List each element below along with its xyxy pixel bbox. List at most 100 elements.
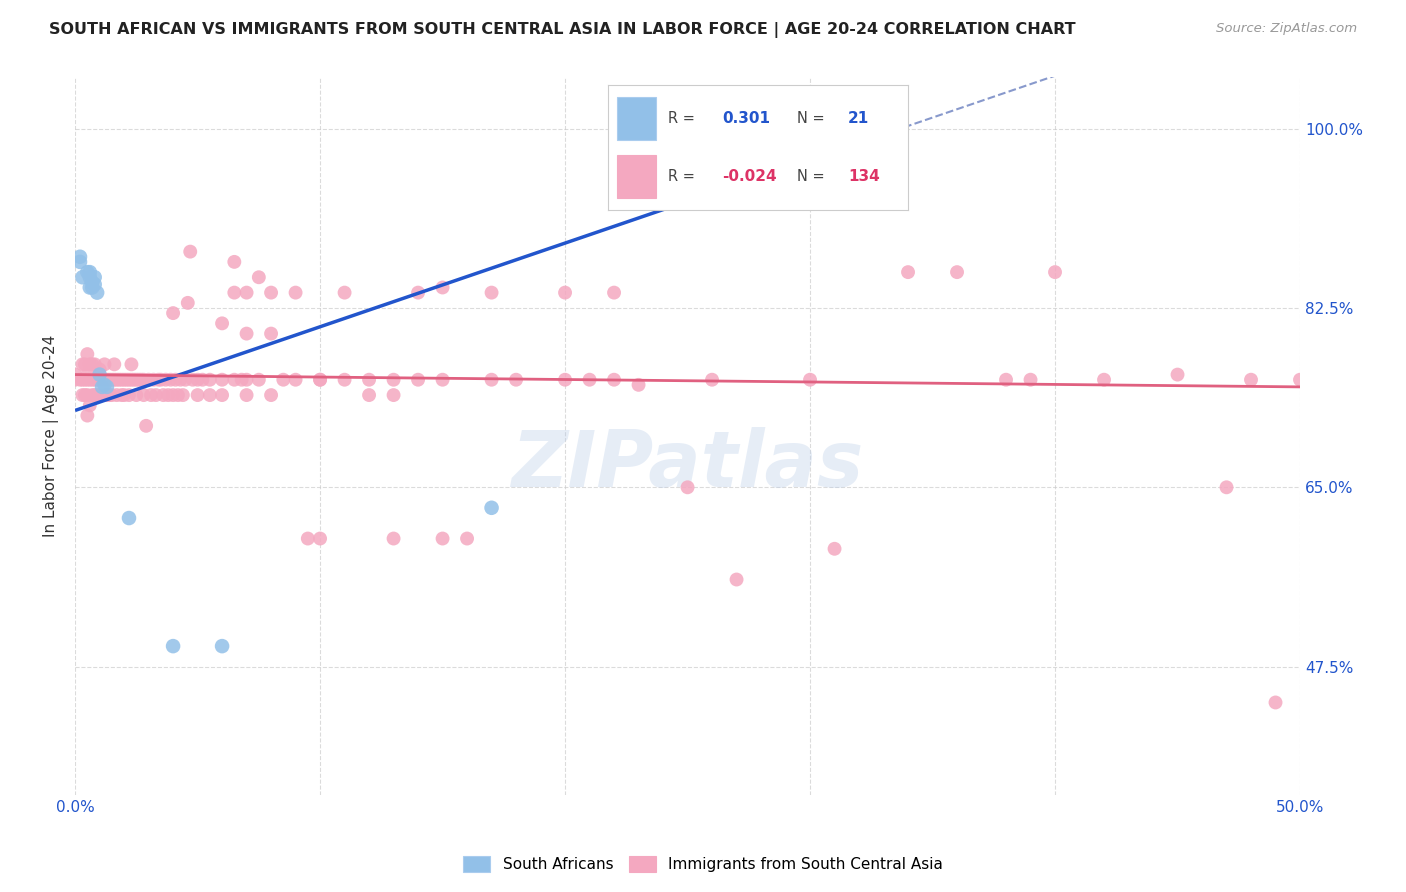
Point <box>79 357 101 371</box>
Point <box>181 373 204 387</box>
Point <box>83 270 105 285</box>
Point <box>72 388 94 402</box>
Point <box>946 265 969 279</box>
Point <box>177 296 200 310</box>
Point <box>162 306 184 320</box>
Point <box>120 373 142 387</box>
Point <box>1167 368 1189 382</box>
Point <box>76 388 98 402</box>
Point <box>167 388 190 402</box>
Point <box>69 373 91 387</box>
Point <box>79 280 101 294</box>
Point <box>82 276 104 290</box>
Point <box>145 388 167 402</box>
Point <box>432 280 454 294</box>
Point <box>108 373 131 387</box>
Point <box>73 388 96 402</box>
Point <box>93 388 115 402</box>
Point <box>148 373 170 387</box>
Point <box>284 373 307 387</box>
Text: SOUTH AFRICAN VS IMMIGRANTS FROM SOUTH CENTRAL ASIA IN LABOR FORCE | AGE 20-24 C: SOUTH AFRICAN VS IMMIGRANTS FROM SOUTH C… <box>49 22 1076 38</box>
Point <box>112 388 135 402</box>
Point <box>86 388 108 402</box>
Point <box>73 373 96 387</box>
Point <box>725 573 748 587</box>
Point <box>406 373 429 387</box>
Point <box>76 265 98 279</box>
Point <box>481 373 503 387</box>
Point <box>357 373 380 387</box>
Point <box>105 388 128 402</box>
Point <box>72 373 94 387</box>
Point <box>260 326 283 341</box>
Point <box>1092 373 1115 387</box>
Point <box>82 357 104 371</box>
Point <box>76 347 98 361</box>
Point <box>159 373 181 387</box>
Point <box>432 532 454 546</box>
Point <box>86 285 108 300</box>
Point <box>83 388 105 402</box>
Point <box>554 285 576 300</box>
Point <box>111 373 134 387</box>
Point <box>333 285 356 300</box>
Point <box>98 388 121 402</box>
Point <box>333 373 356 387</box>
Point <box>155 373 177 387</box>
Point <box>273 373 295 387</box>
Point <box>125 388 148 402</box>
Point <box>211 373 233 387</box>
Point <box>297 532 319 546</box>
Point <box>98 373 121 387</box>
Point <box>432 373 454 387</box>
Point <box>89 388 111 402</box>
Point <box>406 285 429 300</box>
Point <box>309 373 332 387</box>
Point <box>89 362 111 376</box>
Point <box>603 285 626 300</box>
Point <box>456 532 478 546</box>
Point <box>224 285 246 300</box>
Point <box>111 388 134 402</box>
Point <box>149 373 172 387</box>
Point <box>112 373 135 387</box>
Point <box>309 532 332 546</box>
Point <box>187 388 209 402</box>
Point <box>578 373 600 387</box>
Point <box>72 270 94 285</box>
Point <box>101 388 124 402</box>
Point <box>260 388 283 402</box>
Point <box>152 388 174 402</box>
Point <box>198 373 221 387</box>
Point <box>235 388 257 402</box>
Point <box>481 500 503 515</box>
Point <box>76 373 98 387</box>
Point <box>1264 696 1286 710</box>
Point <box>187 373 209 387</box>
Point <box>179 244 201 259</box>
Point <box>91 380 114 394</box>
Point <box>105 373 128 387</box>
Point <box>235 285 257 300</box>
Point <box>627 377 650 392</box>
Point <box>198 388 221 402</box>
Point <box>172 388 194 402</box>
Point <box>1215 480 1237 494</box>
Point <box>122 373 145 387</box>
Point <box>63 373 86 387</box>
Point <box>118 388 141 402</box>
Point <box>995 373 1018 387</box>
Point <box>169 373 191 387</box>
Point <box>82 388 104 402</box>
Point <box>101 373 124 387</box>
Point <box>96 388 118 402</box>
Point <box>235 326 257 341</box>
Point <box>76 368 98 382</box>
Text: Source: ZipAtlas.com: Source: ZipAtlas.com <box>1216 22 1357 36</box>
Point <box>103 357 125 371</box>
Point <box>235 373 257 387</box>
Point <box>357 388 380 402</box>
Point <box>69 255 91 269</box>
Point <box>139 388 162 402</box>
Legend: South Africans, Immigrants from South Central Asia: South Africans, Immigrants from South Ce… <box>456 848 950 880</box>
